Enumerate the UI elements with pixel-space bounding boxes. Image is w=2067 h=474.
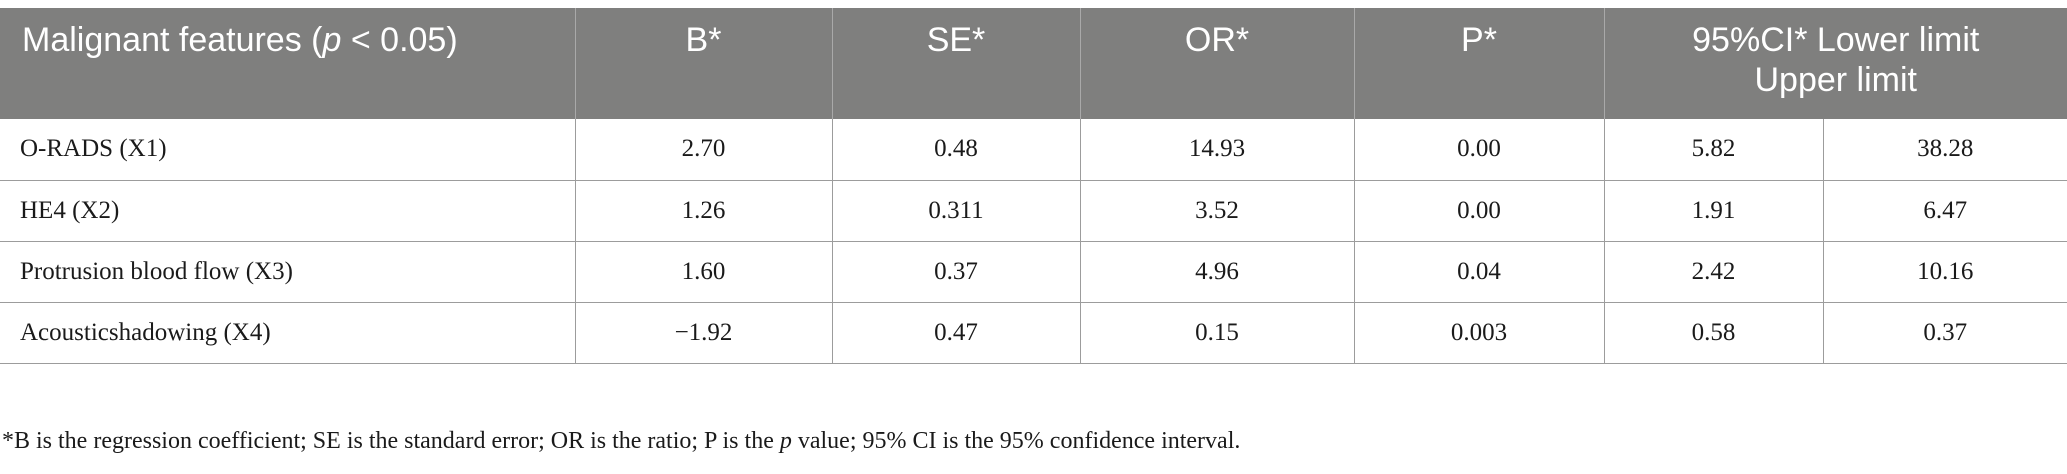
- cell-se: 0.48: [832, 119, 1081, 181]
- header-se: SE*: [832, 8, 1081, 119]
- header-malignant-features: Malignant features (p < 0.05): [0, 8, 576, 119]
- cell-feature: O-RADS (X1): [0, 119, 576, 181]
- cell-p: 0.00: [1354, 180, 1605, 242]
- cell-upper: 10.16: [1823, 241, 2067, 303]
- cell-feature: HE4 (X2): [0, 180, 576, 242]
- cell-p: 0.003: [1354, 302, 1605, 364]
- regression-table-container: Malignant features (p < 0.05) B* SE* OR*…: [0, 8, 2067, 364]
- footnote-part1: *B is the regression coefficient; SE is …: [2, 428, 780, 454]
- cell-or: 14.93: [1080, 119, 1355, 181]
- cell-p: 0.00: [1354, 119, 1605, 181]
- cell-feature: Protrusion blood flow (X3): [0, 241, 576, 303]
- cell-b: −1.92: [575, 302, 833, 364]
- header-ci-line1: 95%CI* Lower limit: [1692, 21, 1980, 59]
- cell-feature: Acousticshadowing (X4): [0, 302, 576, 364]
- cell-upper: 6.47: [1823, 180, 2067, 242]
- table-footnote: *B is the regression coefficient; SE is …: [2, 428, 1240, 455]
- table-row: Acousticshadowing (X4) −1.92 0.47 0.15 0…: [0, 302, 2067, 364]
- header-ci: 95%CI* Lower limit Upper limit: [1604, 8, 2067, 119]
- footnote-italic: p: [779, 428, 792, 454]
- cell-or: 4.96: [1080, 241, 1355, 303]
- header-b: B*: [575, 8, 833, 119]
- cell-b: 2.70: [575, 119, 833, 181]
- cell-lower: 1.91: [1604, 180, 1824, 242]
- cell-se: 0.37: [832, 241, 1081, 303]
- cell-p: 0.04: [1354, 241, 1605, 303]
- table-body: O-RADS (X1) 2.70 0.48 14.93 0.00 5.82 38…: [0, 119, 2067, 364]
- cell-lower: 0.58: [1604, 302, 1824, 364]
- header-col1-italic: p: [322, 21, 342, 59]
- table-row: HE4 (X2) 1.26 0.311 3.52 0.00 1.91 6.47: [0, 180, 2067, 242]
- cell-or: 3.52: [1080, 180, 1355, 242]
- header-col1-prefix: Malignant features (: [22, 21, 323, 59]
- cell-upper: 0.37: [1823, 302, 2067, 364]
- cell-se: 0.311: [832, 180, 1081, 242]
- cell-lower: 2.42: [1604, 241, 1824, 303]
- header-col1-suffix: < 0.05): [341, 21, 458, 59]
- table-row: Protrusion blood flow (X3) 1.60 0.37 4.9…: [0, 241, 2067, 303]
- header-p: P*: [1354, 8, 1605, 119]
- cell-b: 1.26: [575, 180, 833, 242]
- cell-se: 0.47: [832, 302, 1081, 364]
- cell-upper: 38.28: [1823, 119, 2067, 181]
- table-header: Malignant features (p < 0.05) B* SE* OR*…: [0, 8, 2067, 119]
- regression-table: Malignant features (p < 0.05) B* SE* OR*…: [0, 8, 2067, 364]
- header-ci-line2: Upper limit: [1754, 61, 1917, 99]
- footnote-part2: value; 95% CI is the 95% confidence inte…: [791, 428, 1241, 454]
- header-row: Malignant features (p < 0.05) B* SE* OR*…: [0, 8, 2067, 119]
- header-or: OR*: [1080, 8, 1355, 119]
- table-row: O-RADS (X1) 2.70 0.48 14.93 0.00 5.82 38…: [0, 119, 2067, 181]
- cell-lower: 5.82: [1604, 119, 1824, 181]
- cell-or: 0.15: [1080, 302, 1355, 364]
- cell-b: 1.60: [575, 241, 833, 303]
